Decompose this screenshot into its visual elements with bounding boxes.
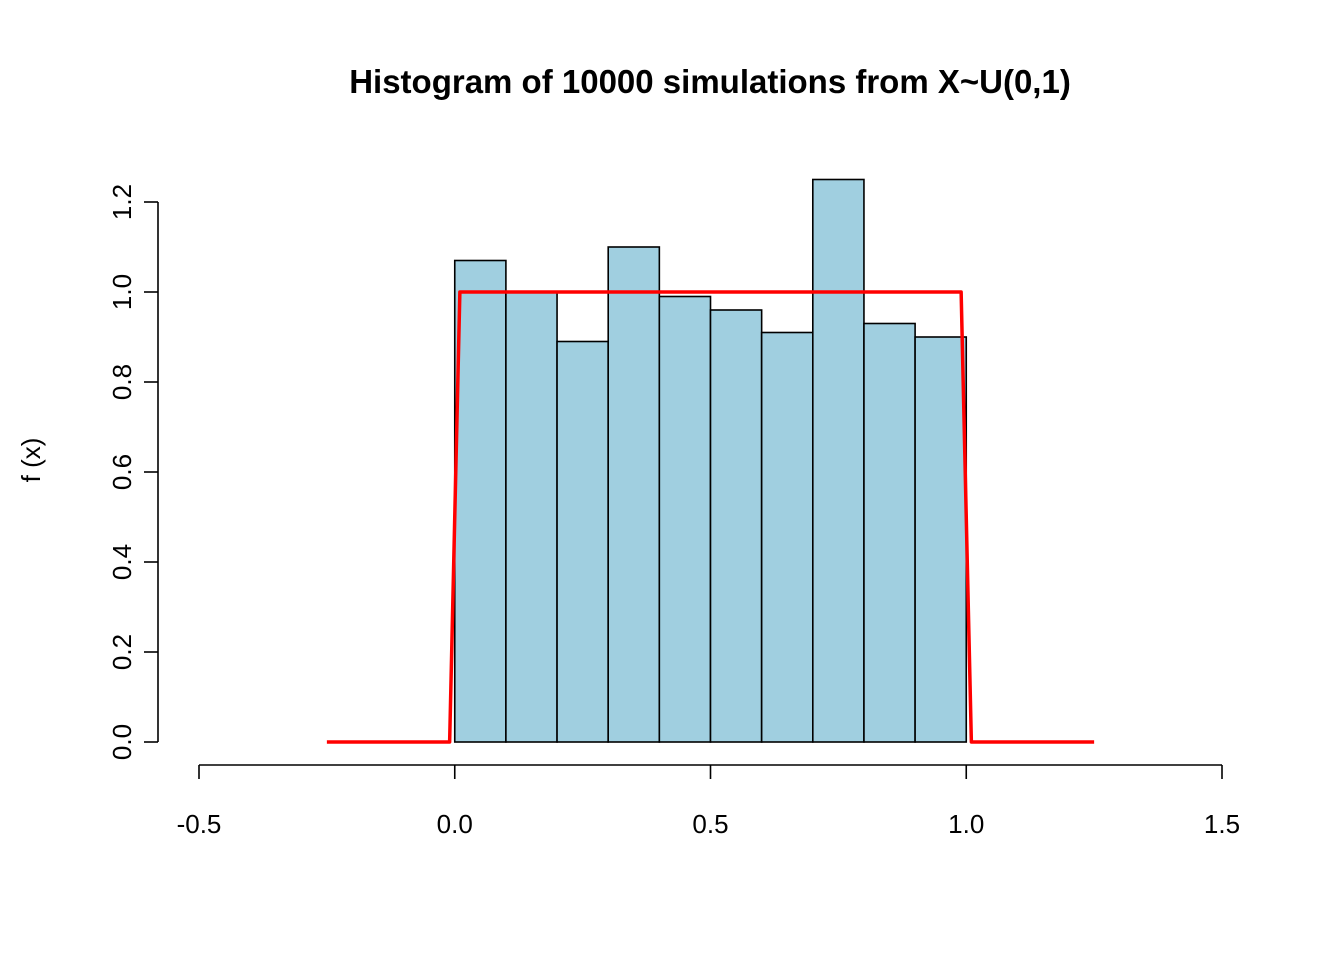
y-tick-label: 0.2 xyxy=(107,634,137,670)
y-tick-label: 0.6 xyxy=(107,454,137,490)
x-tick-label: -0.5 xyxy=(177,809,222,839)
y-axis: 0.0 0.2 0.4 0.6 0.8 1.0 1.2 xyxy=(107,184,159,760)
histogram-bar xyxy=(453,259,507,743)
histogram-bar xyxy=(709,309,763,743)
histogram-bar xyxy=(863,322,916,743)
y-axis-label: f (x) xyxy=(16,438,46,483)
histogram-bar xyxy=(658,295,712,743)
histogram-bar xyxy=(760,331,814,743)
x-tick-label: 0.0 xyxy=(437,809,473,839)
x-tick-label: 0.5 xyxy=(692,809,728,839)
histogram-bar xyxy=(607,246,661,743)
histogram-bar xyxy=(505,291,558,743)
x-tick-label: 1.0 xyxy=(948,809,984,839)
histogram-bars xyxy=(453,178,968,743)
x-tick-label: 1.5 xyxy=(1204,809,1240,839)
y-tick-label: 0.0 xyxy=(107,724,137,760)
density-curve xyxy=(326,290,1095,744)
chart-title: Histogram of 10000 simulations from X~U(… xyxy=(349,63,1071,100)
histogram-bar xyxy=(914,336,968,743)
y-tick-label: 1.2 xyxy=(107,184,137,220)
y-tick-label: 1.0 xyxy=(107,274,137,310)
histogram-bar xyxy=(556,340,609,743)
histogram-bar xyxy=(811,178,865,743)
x-axis: -0.5 0.0 0.5 1.0 1.5 xyxy=(177,764,1240,839)
density-curve-layer xyxy=(326,290,1095,744)
y-tick-label: 0.8 xyxy=(107,364,137,400)
y-tick-label: 0.4 xyxy=(107,544,137,580)
